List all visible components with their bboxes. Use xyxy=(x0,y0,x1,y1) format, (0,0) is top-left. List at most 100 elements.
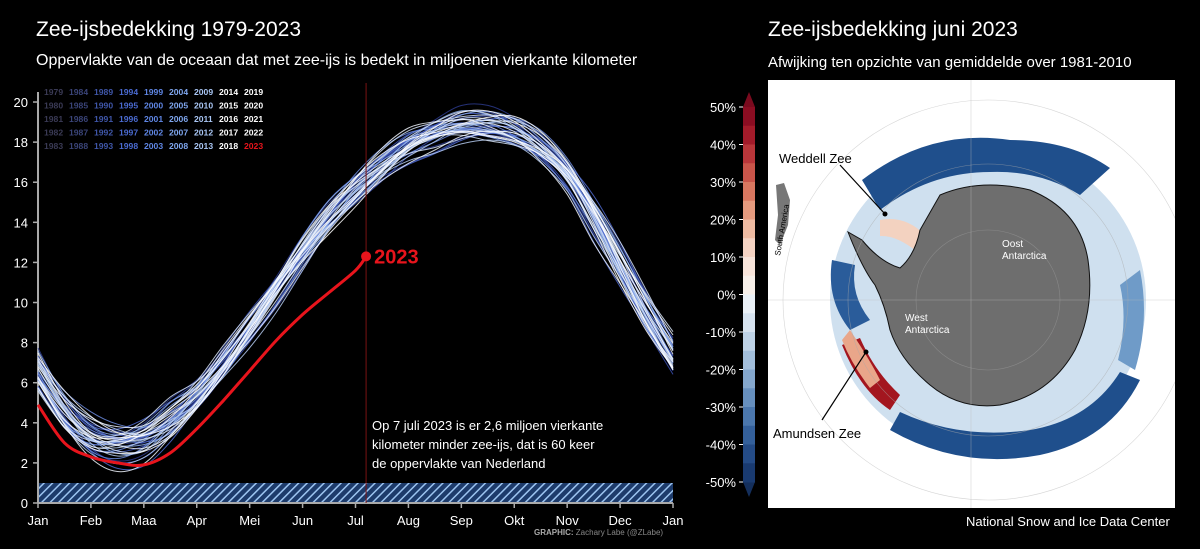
weddell-pointer-dot xyxy=(882,211,888,217)
year-line xyxy=(37,125,674,441)
legend-year: 2010 xyxy=(194,101,213,111)
legend-year: 2004 xyxy=(169,87,188,97)
colorbar-label: 10% xyxy=(710,250,736,265)
legend-year: 1989 xyxy=(94,87,113,97)
colorbar-label: 20% xyxy=(710,213,736,228)
x-tick-label: Okt xyxy=(504,513,525,528)
latitude-circle-outer xyxy=(782,99,1175,501)
x-tick-label: Jan xyxy=(28,513,49,528)
legend-year: 1992 xyxy=(94,128,113,138)
legend-year: 2012 xyxy=(194,128,213,138)
x-tick-label: Jul xyxy=(347,513,364,528)
year-line xyxy=(37,131,674,454)
legend-year: 1993 xyxy=(94,141,113,151)
legend-year: 1982 xyxy=(44,128,63,138)
legend-year: 1980 xyxy=(44,101,63,111)
year-line xyxy=(37,122,674,456)
legend-year: 2006 xyxy=(169,114,188,124)
map-frame xyxy=(768,80,1175,508)
legend-year: 1999 xyxy=(144,87,163,97)
legend-year: 2020 xyxy=(244,101,263,111)
colorbar-step xyxy=(743,182,755,202)
antarctica-landmass xyxy=(847,184,1091,407)
legend-year: 1995 xyxy=(119,101,138,111)
x-tick-label: Mei xyxy=(239,513,260,528)
x-tick-label: Aug xyxy=(397,513,420,528)
year-line xyxy=(37,120,674,436)
latitude-circle-mid xyxy=(847,163,1129,437)
legend-year: 1987 xyxy=(69,128,88,138)
east-antarctica-label-2: Antarctica xyxy=(1002,251,1047,262)
legend-year: 1996 xyxy=(119,114,138,124)
legend-year: 1984 xyxy=(69,87,88,97)
series-2023-line xyxy=(36,255,368,467)
map-subtitle: Afwijking ten opzichte van gemiddelde ov… xyxy=(768,54,1132,71)
chart-subtitle: Oppervlakte van de oceaan dat met zee-ij… xyxy=(36,52,638,69)
amundsen-pointer xyxy=(821,351,867,421)
y-tick-label: 0 xyxy=(21,496,28,511)
weddell-label: Weddell Zee xyxy=(779,151,852,166)
y-tick-label: 2 xyxy=(21,456,28,471)
year-line xyxy=(37,109,674,443)
year-line xyxy=(37,115,674,438)
legend-year: 1988 xyxy=(69,141,88,151)
x-tick-label: Maa xyxy=(131,513,157,528)
year-line xyxy=(37,122,674,444)
x-tick-label: Sep xyxy=(450,513,473,528)
colorbar-label: -10% xyxy=(706,325,737,340)
credit-prefix: GRAPHIC: xyxy=(534,528,574,537)
ice-surplus-weddell xyxy=(880,219,925,250)
colorbar-label: -40% xyxy=(706,438,737,453)
colorbar-step xyxy=(743,107,755,127)
legend-year: 2015 xyxy=(219,101,238,111)
legend-year: 1983 xyxy=(44,141,63,151)
amundsen-label: Amundsen Zee xyxy=(773,426,861,441)
legend-year: 2018 xyxy=(219,141,238,151)
ice-deficit-weddell xyxy=(862,137,1110,210)
colorbar-label: -30% xyxy=(706,400,737,415)
colorbar-step xyxy=(743,388,755,408)
x-tick-label: Dec xyxy=(609,513,633,528)
legend-year: 2009 xyxy=(194,87,213,97)
y-tick-label: 12 xyxy=(14,255,28,270)
legend-year: 2022 xyxy=(244,128,263,138)
legend-year: 1990 xyxy=(94,101,113,111)
legend-year: 2017 xyxy=(219,128,238,138)
x-tick-label: Feb xyxy=(80,513,102,528)
chart-title: Zee-ijsbedekking 1979-2023 xyxy=(36,18,302,41)
south-america-landmass xyxy=(775,183,790,245)
legend-year: 2008 xyxy=(169,141,188,151)
sea-ice-line-chart: 0 2 4 6 8 10 12 14 16 18 20 Jan Feb Maa Apr Mei Jun Jul A… xyxy=(14,83,683,528)
annotation-line-2: kilometer minder zee-ijs, dat is 60 keer xyxy=(372,437,595,452)
west-antarctica-label-1: West xyxy=(905,313,928,324)
legend-year: 1998 xyxy=(119,141,138,151)
year-legend: 1979 1984 1989 1994 1999 2004 2009 2014 2019 1980… xyxy=(44,87,263,151)
legend-year: 2013 xyxy=(194,141,213,151)
sea-ice-ring xyxy=(830,145,1146,455)
colorbar-step xyxy=(743,219,755,239)
colorbar-label: 50% xyxy=(710,100,736,115)
colorbar-step xyxy=(743,144,755,164)
ice-surplus-fringe xyxy=(842,330,880,388)
ice-deficit-east xyxy=(890,372,1140,460)
map-title: Zee-ijsbedekking juni 2023 xyxy=(768,18,1018,41)
year-line xyxy=(37,114,674,435)
colorbar: 50% 40% 30% 20% 10% 0% -10% -20% -30% -40% -50% xyxy=(706,92,755,497)
legend-year: 2011 xyxy=(194,114,213,124)
year-line xyxy=(37,130,674,450)
legend-year: 2016 xyxy=(219,114,238,124)
colorbar-step xyxy=(743,238,755,258)
year-line xyxy=(37,122,674,440)
annotation-text: Op 7 juli 2023 is er 2,6 miljoen vierkan… xyxy=(372,416,672,473)
year-line xyxy=(37,119,674,429)
legend-year: 2005 xyxy=(169,101,188,111)
legend-year: 2019 xyxy=(244,87,263,97)
year-line xyxy=(37,122,674,445)
ice-deficit-bellingshausen xyxy=(830,260,870,330)
year-line xyxy=(37,117,674,429)
legend-year: 1986 xyxy=(69,114,88,124)
legend-year: 2001 xyxy=(144,114,163,124)
colorbar-label: 30% xyxy=(710,175,736,190)
annotation-line-1: Op 7 juli 2023 is er 2,6 miljoen vierkan… xyxy=(372,418,604,433)
colorbar-step xyxy=(743,200,755,220)
